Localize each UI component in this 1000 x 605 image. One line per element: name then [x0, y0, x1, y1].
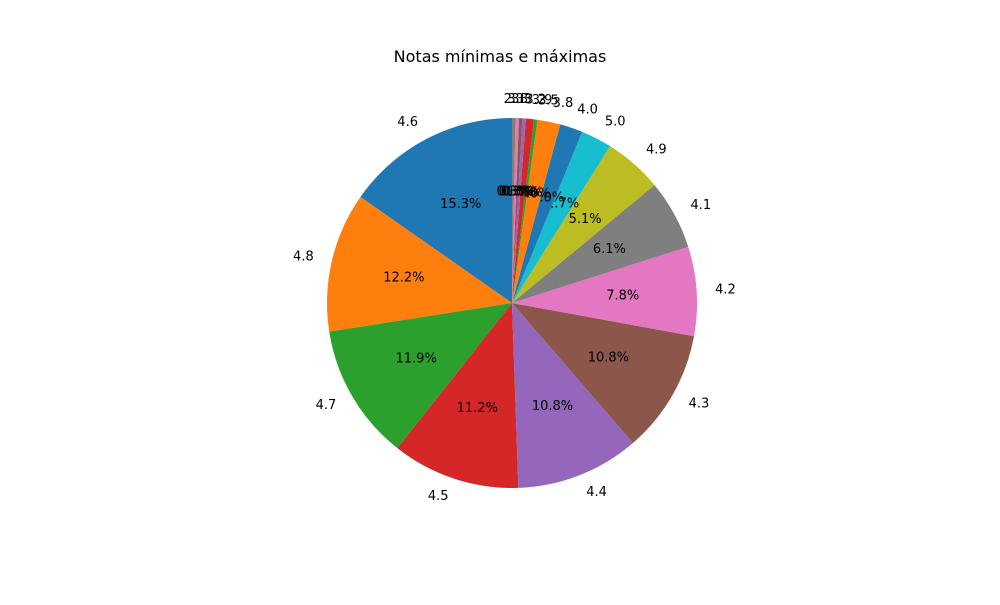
- slice-percent-label: 12.2%: [383, 270, 424, 285]
- slice-label: 3.5: [538, 94, 559, 109]
- slice-percent-label: 6.1%: [593, 242, 626, 257]
- slice-percent-label: 7.8%: [606, 288, 639, 303]
- slice-percent-label: 15.3%: [440, 197, 481, 212]
- pie-slice: [512, 246, 697, 337]
- pie-slice: [512, 118, 523, 303]
- pie-slice: [397, 303, 519, 489]
- pie-slice: [512, 118, 526, 303]
- slice-percent-label: 10.8%: [532, 399, 573, 414]
- pie-slice: [512, 119, 561, 304]
- slice-percent-label: 2.7%: [546, 197, 579, 212]
- slice-label: 4.0: [577, 103, 598, 118]
- pie-slice: [512, 146, 655, 303]
- slice-label: 4.4: [586, 485, 607, 500]
- slice-percent-label: 5.1%: [569, 212, 602, 227]
- slice-label: 3.3: [511, 92, 532, 107]
- pie-slice: [329, 303, 512, 449]
- slice-label: 3.8: [553, 96, 574, 111]
- slice-percent-label: 11.9%: [396, 352, 437, 367]
- pie-slice: [360, 118, 512, 303]
- slice-label: 4.6: [397, 115, 418, 130]
- slice-label: 3.8: [507, 92, 528, 107]
- slice-label: 4.5: [428, 489, 449, 504]
- pie-slice: [512, 118, 535, 303]
- slice-percent-label: 10.8%: [588, 351, 629, 366]
- slice-percent-label: 0.3%: [501, 185, 534, 200]
- slice-percent-label: 0.3%: [499, 185, 532, 200]
- slice-percent-label: 0.3%: [503, 185, 536, 200]
- slice-label: 3.2: [525, 92, 546, 107]
- slice-label: 3.9: [532, 93, 553, 108]
- slice-label: 4.2: [715, 282, 736, 297]
- pie-slice: [512, 119, 538, 304]
- slice-percent-label: 0.3%: [497, 185, 530, 200]
- slice-label: 5.0: [605, 114, 626, 129]
- pie-slice: [327, 196, 512, 332]
- slice-label: 4.9: [646, 142, 667, 157]
- slice-label: 4.1: [691, 198, 712, 213]
- slice-label: 4.3: [689, 397, 710, 412]
- chart-title: Notas mínimas e máximas: [393, 47, 607, 66]
- pie-slice: [512, 303, 633, 488]
- pie-slice: [512, 303, 694, 444]
- pie-slice: [512, 118, 516, 303]
- pie-slice: [512, 131, 611, 303]
- pie-slice: [512, 124, 583, 303]
- pie-slice: [512, 118, 519, 303]
- slice-label: 4.7: [316, 398, 337, 413]
- slice-label: 4.8: [293, 250, 314, 265]
- slice-label: 2.3: [504, 92, 525, 107]
- slice-percent-label: 11.2%: [457, 401, 498, 416]
- pie-slice: [512, 184, 689, 303]
